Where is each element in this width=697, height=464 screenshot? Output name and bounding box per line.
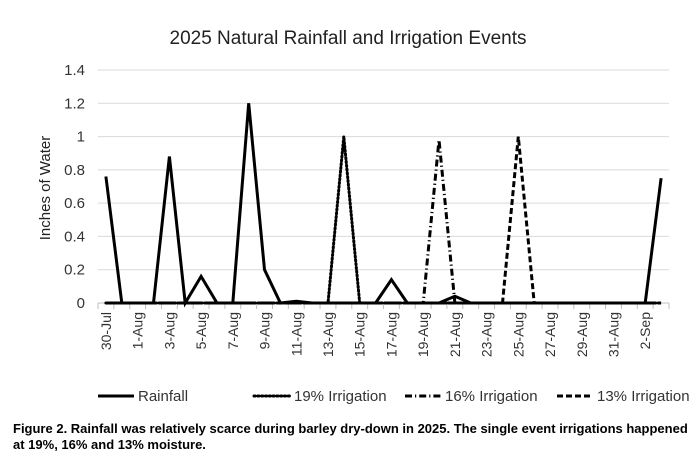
x-tick-label: 2-Sep [637,312,653,350]
x-tick-label: 11-Aug [288,312,304,356]
x-tick-label: 13-Aug [320,312,336,357]
legend-label: 16% Irrigation [445,388,538,405]
chart-title: 2025 Natural Rainfall and Irrigation Eve… [170,28,527,49]
y-tick-label: 0.6 [64,195,85,212]
y-tick-label: 1.4 [64,62,85,79]
series-line-1 [104,136,663,305]
y-tick-label: 1 [77,129,85,146]
x-tick-label: 7-Aug [225,312,241,349]
legend-label: 13% Irrigation [597,388,690,405]
y-tick-label: 0.4 [64,228,85,245]
x-tick-label: 19-Aug [415,312,431,357]
x-tick-label: 23-Aug [479,312,495,357]
y-axis-label: Inches of Water [37,136,54,241]
x-tick-label: 27-Aug [542,312,558,357]
y-tick-label: 0 [77,295,85,312]
line-chart: 2025 Natural Rainfall and Irrigation Eve… [37,28,690,405]
x-tick-label: 15-Aug [352,312,368,357]
x-tick-label: 5-Aug [193,312,209,349]
x-tick-label: 21-Aug [447,312,463,357]
x-tick-label: 3-Aug [161,312,177,349]
x-tick-label: 29-Aug [574,312,590,357]
figure-caption: Figure 2. Rainfall was relatively scarce… [13,421,688,452]
x-tick-label: 31-Aug [605,312,621,357]
y-tick-label: 1.2 [64,95,85,112]
x-tick-label: 9-Aug [257,312,273,349]
series-line-0 [104,103,663,308]
x-tick-label: 1-Aug [130,312,146,349]
x-tick-label: 17-Aug [383,312,399,357]
y-tick-label: 0.8 [64,162,85,179]
legend-label: Rainfall [138,388,188,405]
x-tick-label: 30-Jul [98,312,114,350]
series-line-3 [105,136,662,305]
legend-label: 19% Irrigation [294,388,387,405]
series-line-2 [105,139,662,305]
x-tick-label: 25-Aug [510,312,526,357]
y-tick-label: 0.2 [64,262,85,279]
